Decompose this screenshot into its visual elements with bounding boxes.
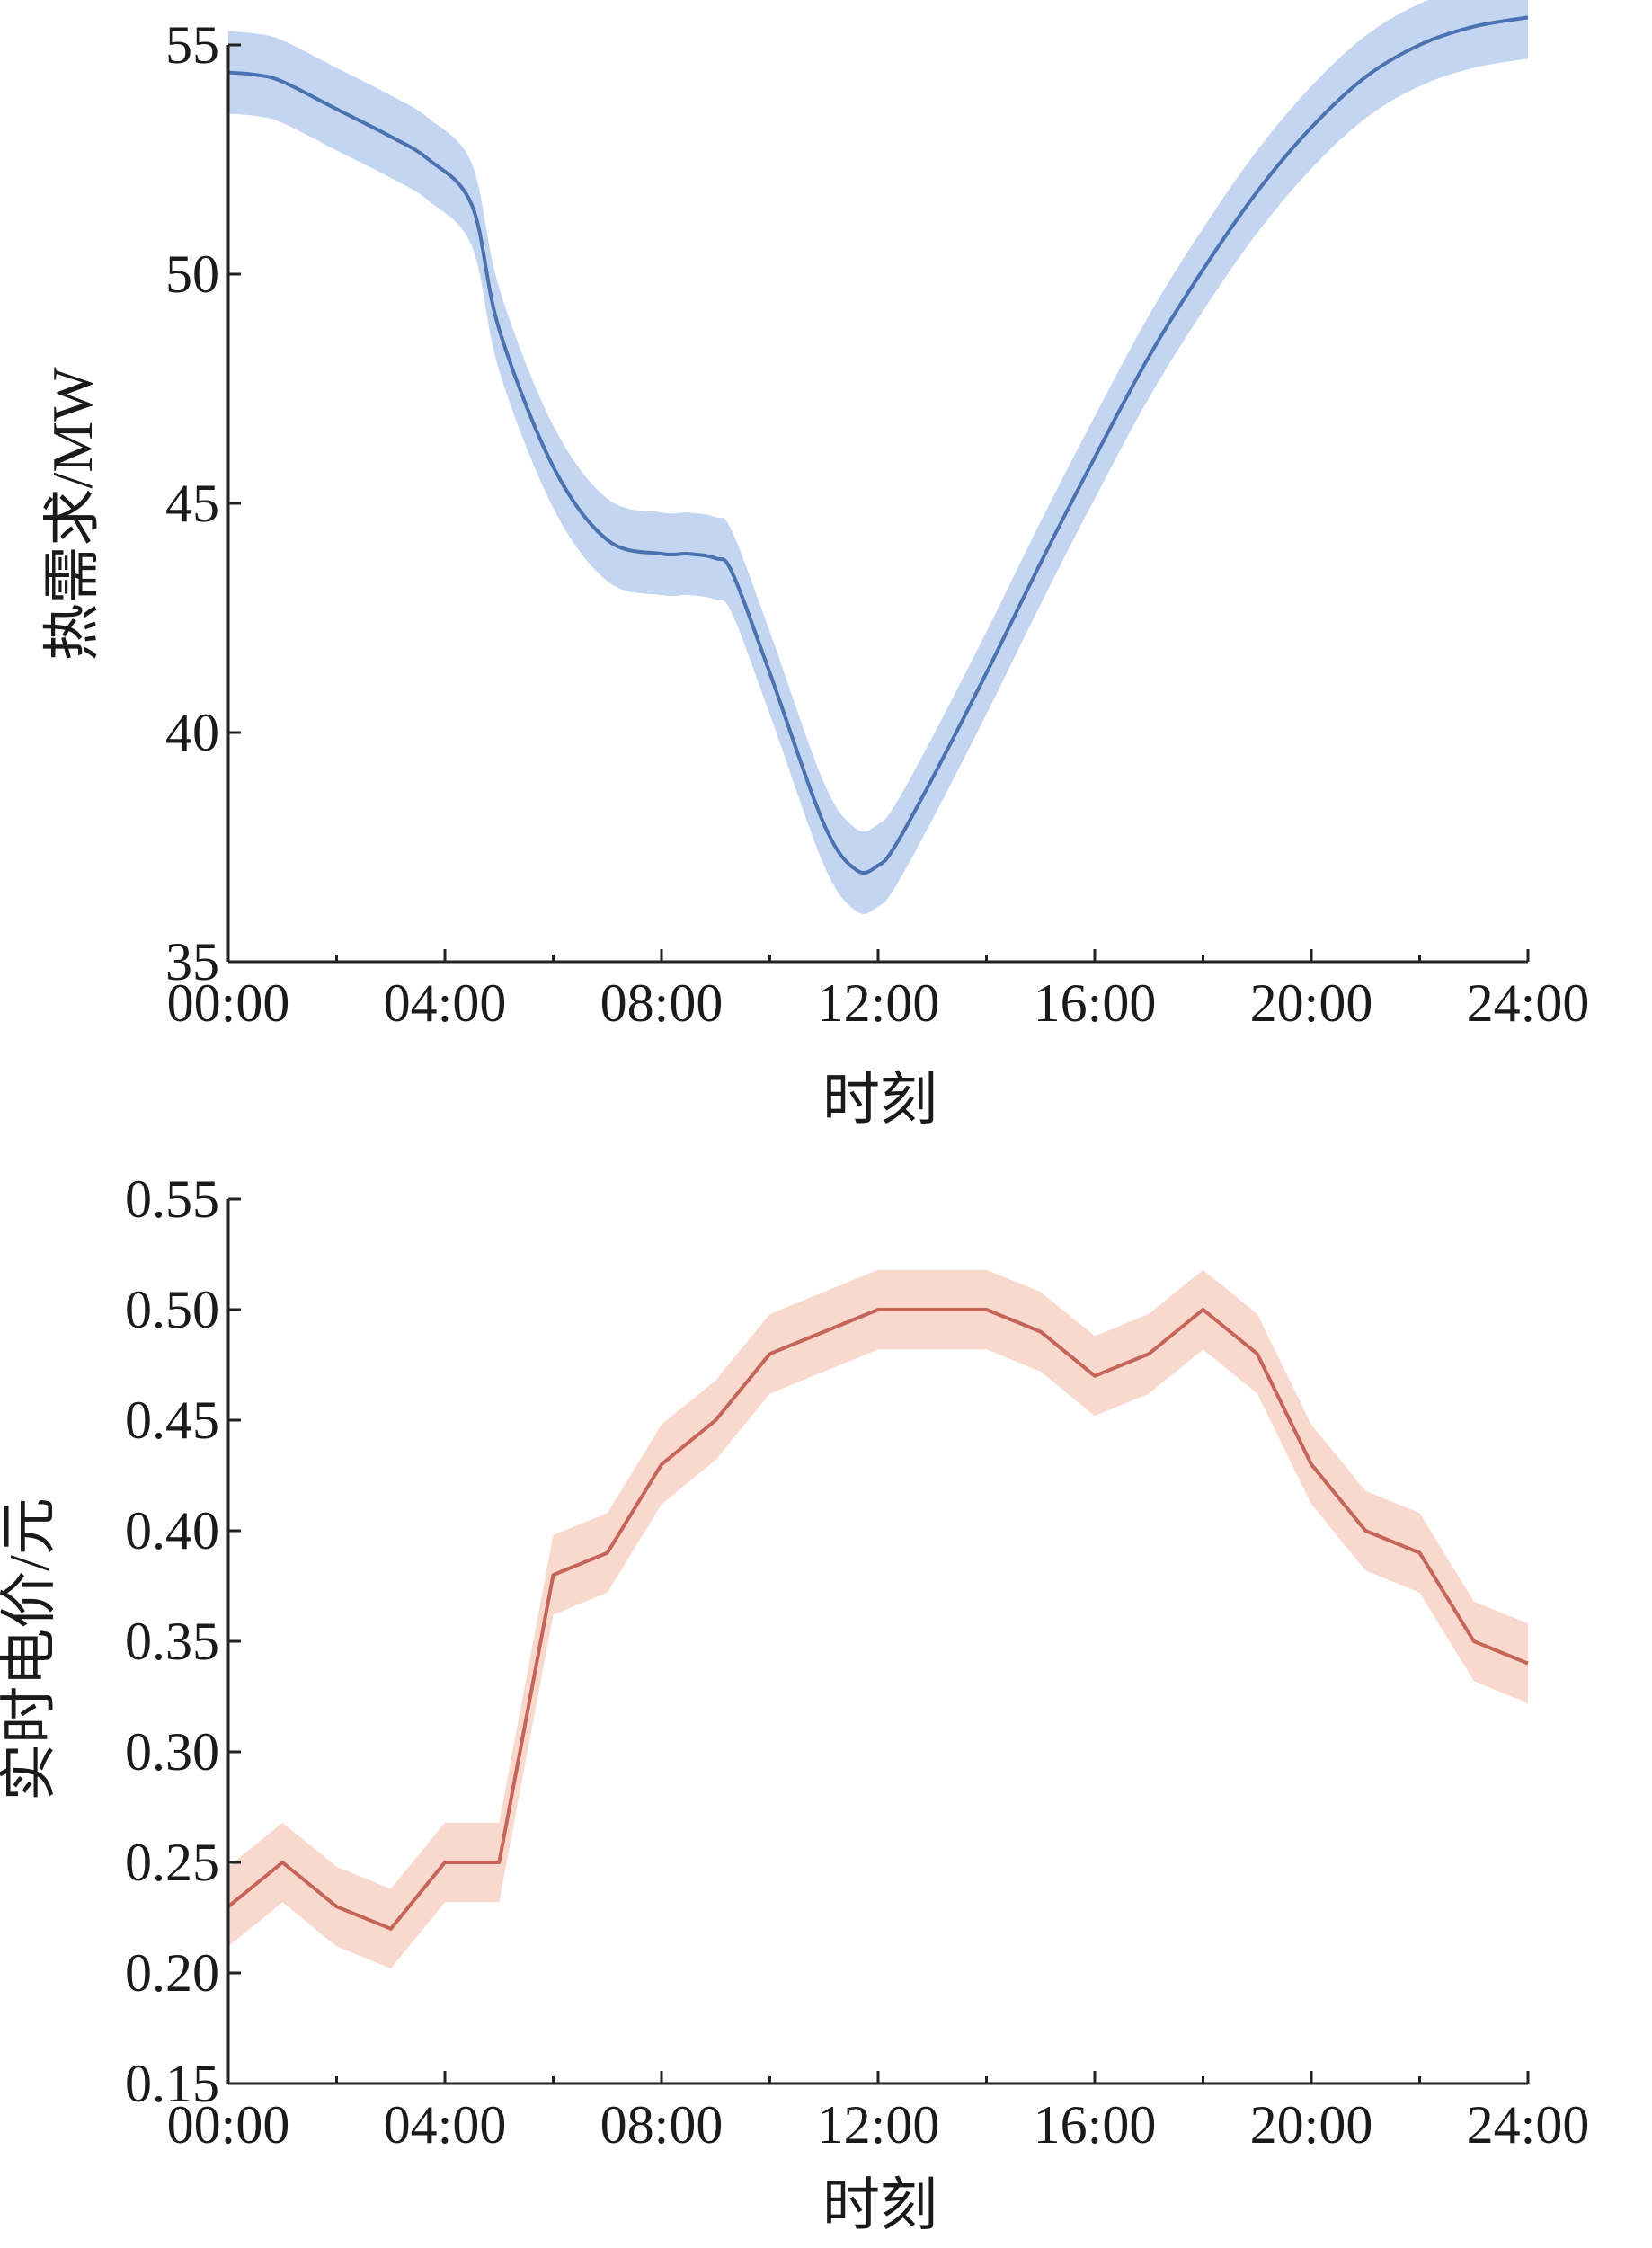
chart1-y-tick-label: 0.40 [125, 1501, 219, 1560]
chart1-y-tick-label: 0.50 [125, 1280, 219, 1339]
chart1-y-tick-label: 0.20 [125, 1943, 219, 2003]
chart1-series0-band [228, 1269, 1528, 1969]
chart1-x-tick-label: 24:00 [1467, 2095, 1590, 2155]
realtime-price-chart: 实时电价/元 时刻 0.15 0.20 0.25 0.30 0.35 0.40 0.45 0.… [0, 1169, 1589, 2237]
chart1-y-tick-label: 0.15 [125, 2054, 219, 2113]
chart0-x-tick-label: 00:00 [167, 973, 290, 1033]
chart0-y-tick-label: 40 [165, 703, 219, 762]
chart1-x-tick-label: 04:00 [384, 2095, 507, 2155]
chart0-series0-line [227, 15, 1529, 875]
chart1-ylabel: 实时电价/元 [0, 1497, 61, 1801]
chart0-ylabel: 热需求/MW [40, 367, 104, 662]
chart0-x-tick-label: 08:00 [600, 973, 724, 1033]
chart0-x-tick-label: 20:00 [1250, 973, 1373, 1033]
chart1-x-tick-label: 20:00 [1250, 2095, 1373, 2155]
chart0-series0-band [228, 0, 1528, 914]
chart1-y-tick-label: 0.35 [125, 1612, 219, 1671]
chart0-y-tick-label: 55 [165, 15, 219, 75]
chart0-x-tick-label: 04:00 [384, 973, 507, 1033]
chart0-y-tick-label: 50 [165, 244, 219, 304]
chart1-series0-line [226, 1308, 1529, 1931]
chart1-xlabel: 时刻 [822, 2173, 937, 2237]
chart0-x-tick-label: 12:00 [817, 973, 940, 1033]
chart1-y-tick-label: 0.45 [125, 1391, 219, 1450]
chart0-y-tick-label: 35 [165, 932, 219, 991]
chart1-x-tick-label: 00:00 [167, 2095, 290, 2155]
heat-demand-chart: 热需求/MW 时刻 35 40 45 50 55 00:00 04:00 08:00 12:00… [40, 0, 1589, 1132]
chart1-y-tick-label: 0.55 [125, 1169, 219, 1229]
chart0-xlabel: 时刻 [822, 1068, 937, 1132]
chart0-x-tick-label: 24:00 [1467, 973, 1590, 1033]
chart0-x-tick-label: 16:00 [1034, 973, 1157, 1033]
chart1-y-tick-label: 0.30 [125, 1722, 219, 1782]
chart1-x-tick-label: 12:00 [817, 2095, 940, 2155]
chart1-x-tick-label: 16:00 [1034, 2095, 1157, 2155]
chart0-y-tick-label: 45 [165, 474, 219, 533]
chart1-y-tick-label: 0.25 [125, 1833, 219, 1892]
chart1-x-tick-label: 08:00 [600, 2095, 724, 2155]
